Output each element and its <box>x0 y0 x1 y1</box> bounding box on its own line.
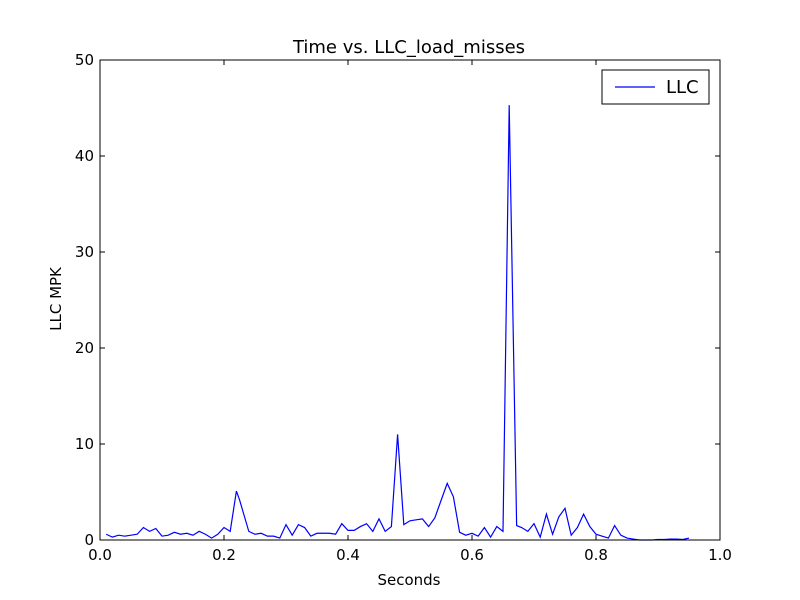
x-axis-label: Seconds <box>377 571 440 589</box>
x-tick-label: 0.6 <box>460 546 484 564</box>
y-tick-label: 50 <box>75 51 94 69</box>
chart-title: Time vs. LLC_load_misses <box>292 37 525 58</box>
x-tick-label: 0.0 <box>88 546 112 564</box>
plot-frame <box>99 59 721 541</box>
x-tick-label: 0.4 <box>336 546 360 564</box>
y-tick-label: 20 <box>75 339 94 357</box>
x-tick-label: 0.2 <box>212 546 236 564</box>
y-tick-label: 40 <box>75 147 94 165</box>
legend-label-llc: LLC <box>666 77 699 98</box>
x-tick-label: 1.0 <box>708 546 732 564</box>
y-tick-label: 10 <box>75 435 94 453</box>
y-axis-label: LLC MPK <box>47 266 65 331</box>
plot-area: 0.0 0.2 0.4 0.6 0.8 1.0 0 10 20 30 40 50 <box>75 51 732 564</box>
x-tick-label: 0.8 <box>584 546 608 564</box>
series-line-llc <box>105 105 690 541</box>
legend: LLC <box>601 69 710 105</box>
y-tick-label: 0 <box>84 531 94 549</box>
y-tick-label: 30 <box>75 243 94 261</box>
